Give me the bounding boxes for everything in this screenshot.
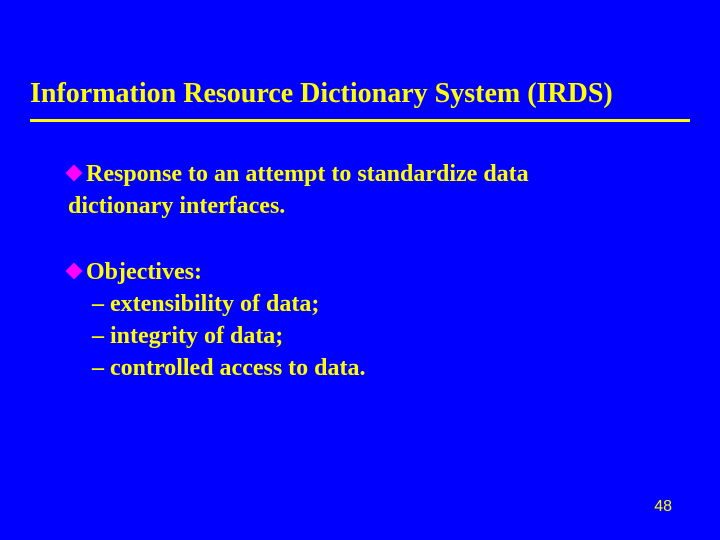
diamond-icon — [66, 263, 83, 280]
sub-bullet: – integrity of data; — [68, 320, 283, 352]
slide-title: Information Resource Dictionary System (… — [30, 78, 613, 110]
diamond-icon — [66, 165, 83, 182]
bullet-item-2: Objectives: – extensibility of data; – i… — [68, 256, 366, 384]
bullet-text: Objectives: — [86, 259, 202, 285]
page-number: 48 — [654, 498, 672, 516]
bullet-text-line2: dictionary interfaces. — [68, 193, 285, 219]
title-underline — [30, 119, 690, 122]
bullet-item-1: Response to an attempt to standardize da… — [68, 158, 529, 222]
sub-bullet: – controlled access to data. — [68, 352, 366, 384]
bullet-text: Response to an attempt to standardize da… — [86, 161, 529, 187]
sub-bullet: – extensibility of data; — [68, 288, 319, 320]
slide: Information Resource Dictionary System (… — [0, 0, 720, 540]
